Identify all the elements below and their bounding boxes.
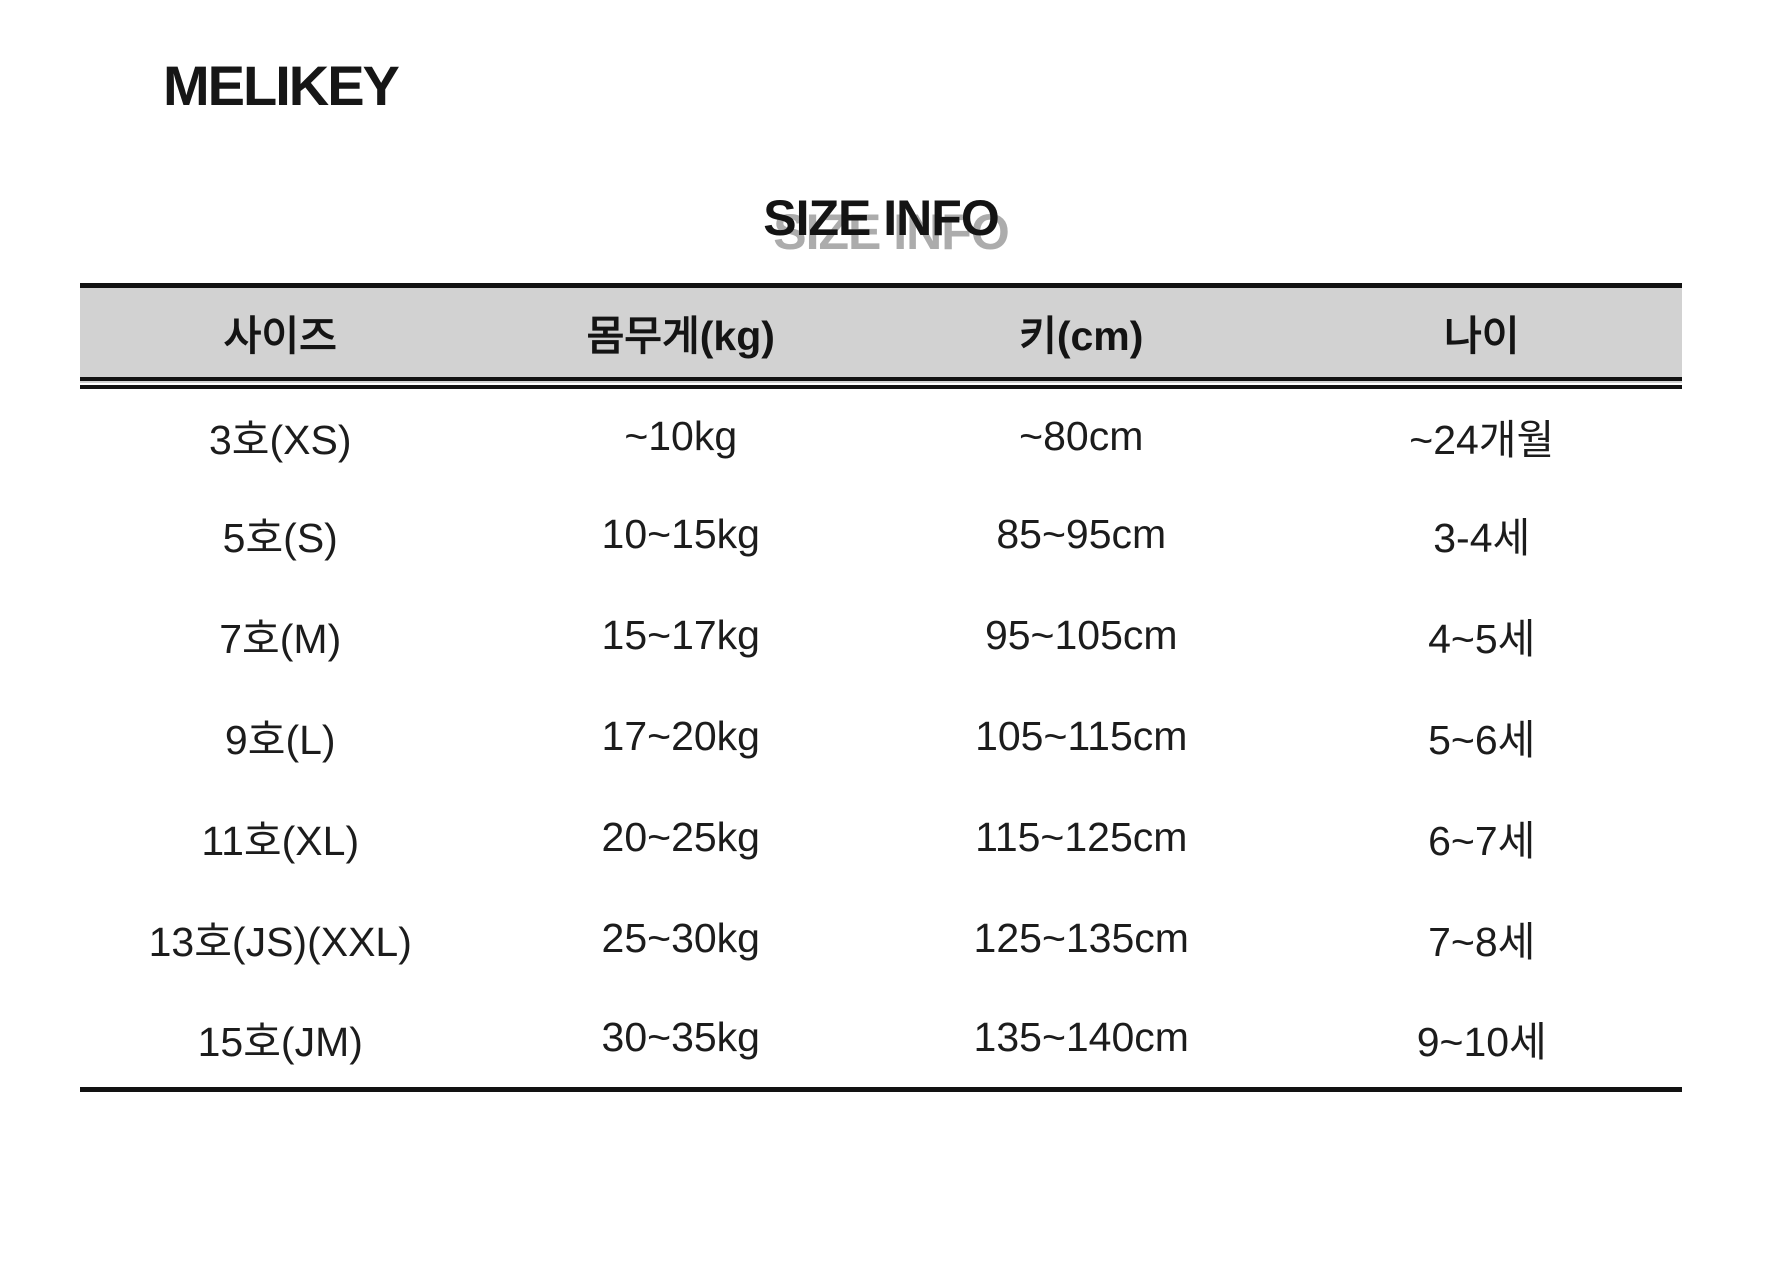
table-cell: 105~115cm xyxy=(881,685,1282,787)
table-cell: ~10kg xyxy=(480,382,881,484)
table-cell: 15~17kg xyxy=(480,584,881,686)
table-cell: 17~20kg xyxy=(480,685,881,787)
table-cell: 7호(M) xyxy=(80,584,481,686)
column-header: 사이즈 xyxy=(80,285,481,389)
size-table: 사이즈 몸무게(kg) 키(cm) 나이 3호(XS) ~10kg ~80cm ~24개월 5… xyxy=(80,283,1682,1092)
table-cell: 11호(XL) xyxy=(80,786,481,888)
table-cell: 6~7세 xyxy=(1281,786,1682,888)
table-cell: 25~30kg xyxy=(480,887,881,989)
table-cell: ~24개월 xyxy=(1281,382,1682,484)
table-cell: 5호(S) xyxy=(80,483,481,585)
table-row: 3호(XS) ~10kg ~80cm ~24개월 xyxy=(80,382,1682,484)
column-header: 몸무게(kg) xyxy=(480,285,881,389)
table-cell: 9~10세 xyxy=(1281,988,1682,1090)
table-row: 15호(JM) 30~35kg 135~140cm 9~10세 xyxy=(80,988,1682,1090)
table-cell: 7~8세 xyxy=(1281,887,1682,989)
table-cell: 115~125cm xyxy=(881,786,1282,888)
table-row: 13호(JS)(XXL) 25~30kg 125~135cm 7~8세 xyxy=(80,887,1682,989)
table-cell: 125~135cm xyxy=(881,887,1282,989)
table-cell: 20~25kg xyxy=(480,786,881,888)
table-row: 9호(L) 17~20kg 105~115cm 5~6세 xyxy=(80,685,1682,787)
table-row: 5호(S) 10~15kg 85~95cm 3-4세 xyxy=(80,483,1682,585)
table-cell: 95~105cm xyxy=(881,584,1282,686)
table-cell: 10~15kg xyxy=(480,483,881,585)
column-header: 키(cm) xyxy=(881,285,1282,389)
table-cell: 85~95cm xyxy=(881,483,1282,585)
header-row: 사이즈 몸무게(kg) 키(cm) 나이 xyxy=(80,285,1682,389)
table-row: 7호(M) 15~17kg 95~105cm 4~5세 xyxy=(80,584,1682,686)
table-cell: 30~35kg xyxy=(480,988,881,1090)
column-header: 나이 xyxy=(1281,285,1682,389)
page-title: SIZE INFO xyxy=(763,190,999,246)
table-cell: 13호(JS)(XXL) xyxy=(80,887,481,989)
table-row: 11호(XL) 20~25kg 115~125cm 6~7세 xyxy=(80,786,1682,888)
size-table-head: 사이즈 몸무게(kg) 키(cm) 나이 xyxy=(80,285,1682,389)
table-cell: 4~5세 xyxy=(1281,584,1682,686)
section-title-wrap: SIZE INFO xyxy=(80,193,1682,243)
table-cell: ~80cm xyxy=(881,382,1282,484)
table-cell: 3-4세 xyxy=(1281,483,1682,585)
table-cell: 135~140cm xyxy=(881,988,1282,1090)
table-cell: 15호(JM) xyxy=(80,988,481,1090)
size-table-body: 3호(XS) ~10kg ~80cm ~24개월 5호(S) 10~15kg 85~95cm… xyxy=(80,382,1682,1090)
table-cell: 5~6세 xyxy=(1281,685,1682,787)
table-cell: 3호(XS) xyxy=(80,382,481,484)
brand-logo: MELIKEY xyxy=(163,54,400,117)
table-cell: 9호(L) xyxy=(80,685,481,787)
